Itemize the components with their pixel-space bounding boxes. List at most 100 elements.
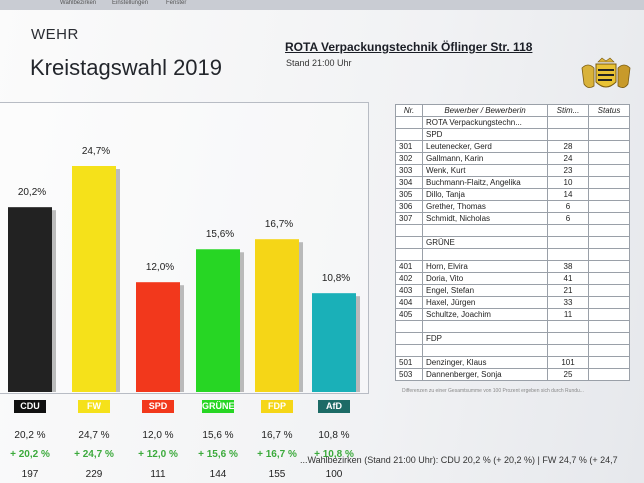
table-cell	[588, 212, 630, 225]
table-cell	[395, 320, 423, 333]
table-row: 403 Engel, Stefan 21	[395, 284, 630, 297]
table-cell	[588, 332, 630, 345]
table-cell: Dannenberger, Sonja	[422, 368, 548, 381]
table-cell	[588, 188, 630, 201]
party-percent: 15,6 %	[202, 430, 234, 441]
menu-item-einstellungen[interactable]: Einstellungen	[112, 0, 149, 6]
table-row: 503 Dannenberger, Sonja 25	[395, 368, 630, 381]
party-label: FW	[78, 400, 110, 413]
table-cell	[547, 320, 589, 333]
table-group-row: SPD	[395, 128, 630, 141]
table-cell	[395, 332, 423, 345]
table-cell	[588, 368, 630, 381]
table-cell: Haxel, Jürgen	[422, 296, 548, 309]
table-cell: Bewerber / Bewerberin	[422, 104, 548, 117]
table-cell	[588, 164, 630, 177]
bar-shadow	[52, 210, 56, 392]
table-cell: 11	[547, 308, 589, 321]
table-cell	[588, 296, 630, 309]
party-percent: 10,8 %	[318, 430, 350, 441]
table-row	[395, 344, 630, 357]
table-cell: Gallmann, Karin	[422, 152, 548, 165]
table-cell	[588, 260, 630, 273]
rounding-note: Differenzen zu einer Gesamtsumme von 100…	[402, 388, 584, 394]
table-cell: 301	[395, 140, 423, 153]
table-cell: 304	[395, 176, 423, 189]
bar-fdp	[255, 239, 299, 392]
table-row: 304 Buchmann-Flaitz, Angelika 10	[395, 176, 630, 189]
bar-shadow	[299, 242, 303, 392]
party-diff: + 12,0 %	[138, 449, 178, 460]
table-cell	[588, 224, 630, 237]
party-diff: + 24,7 %	[74, 449, 114, 460]
party-percent: 24,7 %	[78, 430, 110, 441]
party-diff: + 20,2 %	[10, 449, 50, 460]
table-cell: 41	[547, 272, 589, 285]
table-cell: 401	[395, 260, 423, 273]
table-cell: FDP	[422, 332, 548, 345]
table-cell	[588, 272, 630, 285]
table-cell	[588, 176, 630, 189]
table-cell	[588, 200, 630, 213]
bar-shadow	[116, 169, 120, 392]
party-diff: + 16,7 %	[257, 449, 297, 460]
table-cell: 25	[547, 368, 589, 381]
table-row	[395, 248, 630, 261]
party-percent: 16,7 %	[261, 430, 293, 441]
table-cell: 501	[395, 356, 423, 369]
table-cell	[547, 128, 589, 141]
table-cell: 306	[395, 200, 423, 213]
region-heading: WEHR	[31, 26, 79, 43]
table-cell: Dillo, Tanja	[422, 188, 548, 201]
party-label: SPD	[142, 400, 174, 413]
table-row	[395, 224, 630, 237]
table-cell	[588, 152, 630, 165]
menu-item-fenster[interactable]: Fenster	[166, 0, 187, 6]
table-cell: 10	[547, 176, 589, 189]
table-cell	[395, 344, 423, 357]
party-label: FDP	[261, 400, 293, 413]
ticker-text: ...Wahlbezirken (Stand 21:00 Uhr): CDU 2…	[300, 455, 618, 465]
party-label: CDU	[14, 400, 46, 413]
table-row: 305 Dillo, Tanja 14	[395, 188, 630, 201]
menu-item-wahlbezirken[interactable]: Wahlbezirken	[60, 0, 97, 6]
table-cell	[588, 128, 630, 141]
table-row: 401 Horn, Elvira 38	[395, 260, 630, 273]
table-cell: 24	[547, 152, 589, 165]
party-votes: 144	[209, 469, 227, 480]
party-label: AfD	[318, 400, 350, 413]
table-cell: Schmidt, Nicholas	[422, 212, 548, 225]
table-row: 306 Grether, Thomas 6	[395, 200, 630, 213]
table-cell: 28	[547, 140, 589, 153]
polling-station-title: ROTA Verpackungstechnik Öflinger Str. 11…	[285, 40, 533, 54]
table-cell: Buchmann-Flaitz, Angelika	[422, 176, 548, 189]
bar-shadow	[356, 296, 360, 392]
table-cell: Engel, Stefan	[422, 284, 548, 297]
table-cell: 404	[395, 296, 423, 309]
table-cell: Horn, Elvira	[422, 260, 548, 273]
table-cell: Leutenecker, Gerd	[422, 140, 548, 153]
table-cell: Grether, Thomas	[422, 200, 548, 213]
coat-of-arms-icon	[581, 57, 631, 88]
table-row: 404 Haxel, Jürgen 33	[395, 296, 630, 309]
table-cell: 6	[547, 212, 589, 225]
bar-value-label: 10,8%	[321, 273, 351, 285]
bar-value-label: 16,7%	[264, 219, 294, 231]
table-cell: Wenk, Kurt	[422, 164, 548, 177]
table-cell	[395, 224, 423, 237]
table-group-row: FDP	[395, 332, 630, 345]
table-cell: 101	[547, 356, 589, 369]
table-cell	[547, 248, 589, 261]
table-cell	[588, 356, 630, 369]
table-cell	[588, 284, 630, 297]
bar-cdu	[8, 207, 52, 392]
bar-grüne	[196, 249, 240, 392]
table-cell: 402	[395, 272, 423, 285]
table-cell	[395, 236, 423, 249]
table-cell: Status	[588, 104, 630, 117]
bar-spd	[136, 282, 180, 392]
candidate-table: Nr. Bewerber / Bewerberin Stim... Status ROT…	[395, 104, 630, 381]
table-cell: ROTA Verpackungstechn...	[422, 116, 548, 129]
table-cell: 14	[547, 188, 589, 201]
table-row: 501 Denzinger, Klaus 101	[395, 356, 630, 369]
